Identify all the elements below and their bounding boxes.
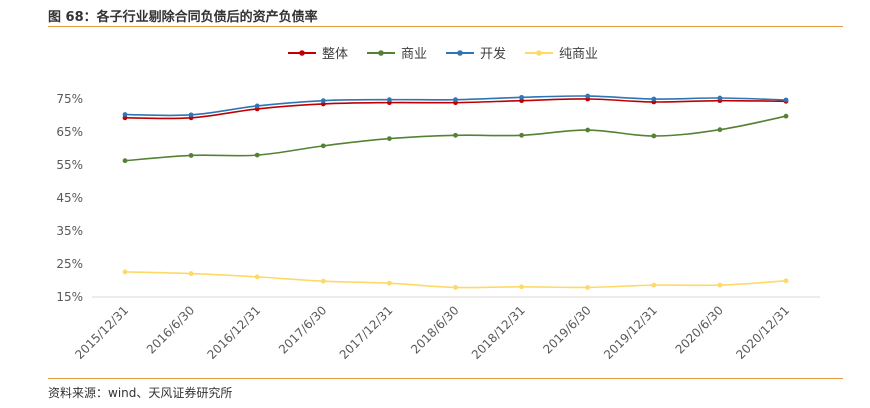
bottom-divider [48, 378, 843, 379]
data-point [519, 132, 524, 138]
series-2 [122, 113, 789, 164]
data-point [254, 152, 260, 158]
x-tick-label: 2016/12/31 [205, 303, 264, 362]
series-layer [122, 93, 789, 290]
x-tick-label: 2019/12/31 [601, 303, 660, 362]
data-point [519, 98, 524, 104]
y-tick-label: 15% [56, 290, 83, 304]
legend-label: 开发 [480, 46, 506, 62]
data-point [188, 153, 194, 158]
data-point [254, 274, 260, 280]
legend-item: 商业 [367, 47, 427, 62]
data-point [585, 285, 591, 290]
series-line [124, 115, 787, 162]
legend-label: 商业 [401, 47, 427, 62]
x-tick-label: 2018/6/30 [408, 303, 461, 356]
y-tick-label: 75% [56, 92, 83, 106]
y-tick-label: 65% [56, 125, 83, 139]
x-tick-label: 2020/6/30 [673, 303, 726, 356]
data-point [453, 285, 458, 290]
data-point [783, 278, 789, 284]
data-point [122, 269, 128, 275]
series-3 [122, 93, 789, 118]
x-tick-label: 2017/12/31 [337, 303, 396, 362]
data-point [188, 271, 194, 276]
x-tick-label: 2016/6/30 [144, 303, 197, 356]
data-point [519, 94, 524, 100]
y-tick-label: 35% [56, 224, 83, 238]
data-point [585, 127, 591, 133]
legend: 整体 商业 开发 纯商业 [288, 46, 598, 62]
legend-swatch-dot [457, 50, 463, 56]
top-divider [48, 26, 843, 27]
data-point [519, 284, 524, 290]
x-tick-label: 2017/6/30 [276, 303, 329, 356]
data-point [651, 282, 657, 288]
data-point [188, 112, 194, 118]
data-point [320, 278, 326, 284]
data-point [651, 133, 657, 139]
y-tick-label: 55% [56, 158, 83, 172]
data-point [122, 115, 128, 121]
data-point [453, 132, 458, 138]
data-point [254, 103, 260, 109]
x-tick-label: 2018/12/31 [469, 303, 528, 362]
y-tick-label: 45% [56, 191, 83, 205]
x-tick-label: 2020/12/31 [733, 303, 792, 362]
data-point [783, 97, 789, 103]
series-4 [122, 269, 789, 290]
data-point [453, 97, 458, 103]
data-point [783, 113, 789, 119]
data-point [320, 143, 326, 149]
x-tick-label: 2015/12/31 [72, 303, 131, 362]
data-point [387, 280, 392, 286]
data-point [387, 136, 392, 142]
data-point [122, 112, 128, 117]
data-point [320, 98, 326, 104]
y-axis: 15% 25% 35% 45% 55% 65% 75% [56, 92, 83, 304]
legend-label: 纯商业 [559, 47, 598, 62]
y-tick-label: 25% [56, 257, 83, 271]
legend-item: 开发 [446, 46, 506, 62]
data-point [717, 282, 723, 288]
data-point [387, 97, 392, 103]
data-point [717, 95, 723, 101]
figure-title: 图 68：各子行业剔除合同负债后的资产负债率 [48, 10, 318, 25]
legend-swatch-dot [536, 50, 542, 56]
x-axis: 2015/12/31 2016/6/30 2016/12/31 2017/6/30 20… [72, 303, 792, 362]
legend-item: 纯商业 [525, 47, 598, 62]
legend-swatch-dot [378, 50, 384, 56]
legend-item: 整体 [288, 47, 348, 62]
legend-swatch-dot [299, 50, 305, 56]
data-point [320, 101, 326, 107]
data-point [651, 96, 657, 102]
legend-label: 整体 [322, 47, 348, 62]
x-tick-label: 2019/6/30 [540, 303, 593, 356]
data-point [122, 158, 128, 164]
data-point [717, 127, 723, 133]
source-note: 资料来源：wind、天风证券研究所 [48, 386, 233, 400]
data-point [585, 93, 591, 99]
